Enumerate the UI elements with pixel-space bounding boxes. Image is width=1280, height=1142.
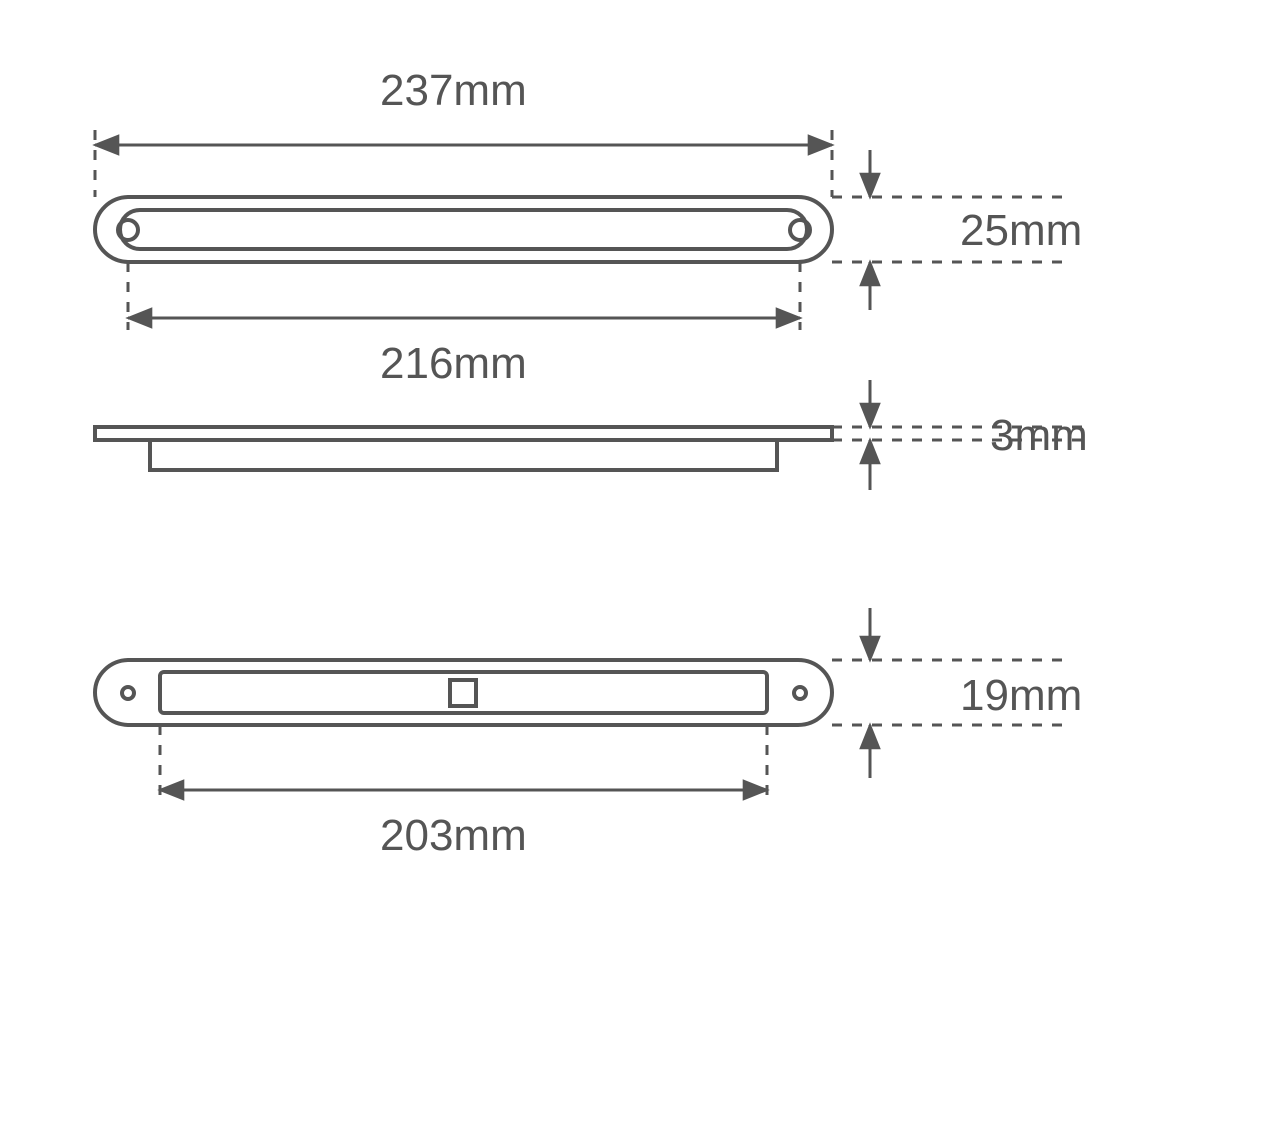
bottom-hole-left xyxy=(122,687,134,699)
technical-drawing: 237mm 216mm 25mm 3mm 19mm 203mm xyxy=(0,0,1280,1142)
dimension-label: 25mm xyxy=(960,206,1082,255)
dimension-label: 216mm xyxy=(380,339,527,388)
dimension-label: 19mm xyxy=(960,671,1082,720)
bottom-center-square xyxy=(450,680,476,706)
top-view xyxy=(95,197,832,262)
dimension-237mm: 237mm xyxy=(95,66,832,197)
dimension-203mm: 203mm xyxy=(160,725,767,860)
side-view xyxy=(95,427,832,470)
dimension-25mm: 25mm xyxy=(832,150,1082,310)
dimension-label: 237mm xyxy=(380,66,527,115)
side-body xyxy=(150,440,777,470)
top-inner-outline xyxy=(120,210,807,249)
dimension-216mm: 216mm xyxy=(128,262,800,388)
dimension-3mm: 3mm xyxy=(832,380,1090,490)
bottom-outer-outline xyxy=(95,660,832,725)
dimension-label: 203mm xyxy=(380,811,527,860)
dimension-label: 3mm xyxy=(990,411,1088,460)
top-outer-outline xyxy=(95,197,832,262)
bottom-view xyxy=(95,660,832,725)
dimension-19mm: 19mm xyxy=(832,608,1082,778)
bottom-hole-right xyxy=(794,687,806,699)
